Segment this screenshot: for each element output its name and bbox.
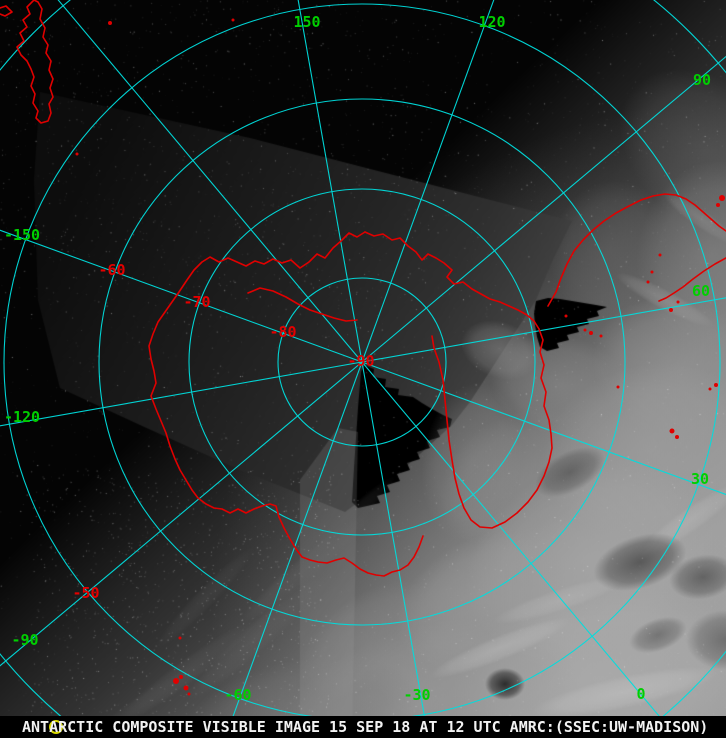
island-dot xyxy=(716,203,720,207)
graticule-labels: 150 120 90 60 30 0 -30 -60 -90 -120 -150 -50 -60 -70 -… xyxy=(4,13,711,704)
longitude-label-90: 90 xyxy=(693,71,711,89)
island-dot xyxy=(669,428,675,434)
island-dot xyxy=(646,280,650,284)
island-dot xyxy=(231,18,235,22)
island-dot xyxy=(708,387,712,391)
island-dot xyxy=(658,253,662,257)
longitude-label--60: -60 xyxy=(224,686,251,704)
antarctic-peninsula-east xyxy=(658,257,726,302)
meridian-line-90 xyxy=(361,55,726,363)
meridian-line-60 xyxy=(361,297,726,363)
meridian-line--60 xyxy=(224,361,363,738)
island-dot xyxy=(108,21,112,25)
meridian-line-180 xyxy=(57,0,363,363)
latitude-circle--60 xyxy=(98,98,626,626)
island-dot xyxy=(75,152,79,156)
island-dot xyxy=(616,385,620,389)
longitude-label--150: -150 xyxy=(4,226,40,244)
new-zealand-south-island xyxy=(16,0,54,124)
longitude-label-120: 120 xyxy=(478,13,505,31)
island-dot xyxy=(183,685,189,691)
island-dot xyxy=(564,314,568,318)
island-dot xyxy=(173,678,179,684)
antarctic-peninsula-west xyxy=(547,193,726,307)
island-dot xyxy=(714,383,718,387)
island-dot xyxy=(650,270,654,274)
longitude-label-60: 60 xyxy=(692,282,710,300)
latitude-label--70: -70 xyxy=(183,293,210,311)
island-dot xyxy=(719,195,725,201)
meridian-line--30 xyxy=(361,361,429,738)
meridian-line--150 xyxy=(0,229,363,363)
coastlines xyxy=(0,0,726,577)
meridian-line-0 xyxy=(361,361,679,738)
station-marker-icon xyxy=(49,720,63,734)
longitude-label--30: -30 xyxy=(403,686,430,704)
northeast-coast xyxy=(364,231,540,330)
latitude-label--60: -60 xyxy=(98,261,125,279)
meridian-line--90 xyxy=(0,361,363,667)
latitude-label--50: -50 xyxy=(72,584,99,602)
longitude-label-150: 150 xyxy=(293,13,320,31)
islands xyxy=(75,18,725,696)
island-dot xyxy=(675,435,679,439)
island-dot xyxy=(589,331,593,335)
meridian-line-150 xyxy=(297,0,363,363)
island-dot xyxy=(187,692,191,696)
island-dot xyxy=(676,300,680,304)
island-dot xyxy=(599,334,603,338)
island-dot xyxy=(179,675,183,679)
latitude-label--90: -90 xyxy=(347,352,374,370)
meridian-line--120 xyxy=(0,361,363,427)
latitude-label--80: -80 xyxy=(269,323,296,341)
meridian-line-30 xyxy=(361,361,726,496)
island-dot xyxy=(178,636,182,640)
caption-text: ANTARCTIC COMPOSITE VISIBLE IMAGE 15 SEP… xyxy=(22,718,709,736)
ice-shelf-inner-line xyxy=(247,287,358,322)
longitude-label-30: 30 xyxy=(691,470,709,488)
longitude-label--90: -90 xyxy=(11,631,38,649)
latitude-circle--80 xyxy=(277,277,447,447)
latitude-circle--70 xyxy=(188,188,536,536)
east-antarctica-coast xyxy=(148,231,424,577)
caption-bar: ANTARCTIC COMPOSITE VISIBLE IMAGE 15 SEP… xyxy=(0,716,726,738)
ross-west-antarctica-coast xyxy=(431,328,553,529)
new-zealand-fragment xyxy=(0,5,13,17)
island-dot xyxy=(669,308,673,312)
meridian-line-120 xyxy=(361,0,495,363)
longitude-label-0: 0 xyxy=(636,685,645,703)
longitude-label--120: -120 xyxy=(4,408,40,426)
island-dot xyxy=(583,328,587,332)
